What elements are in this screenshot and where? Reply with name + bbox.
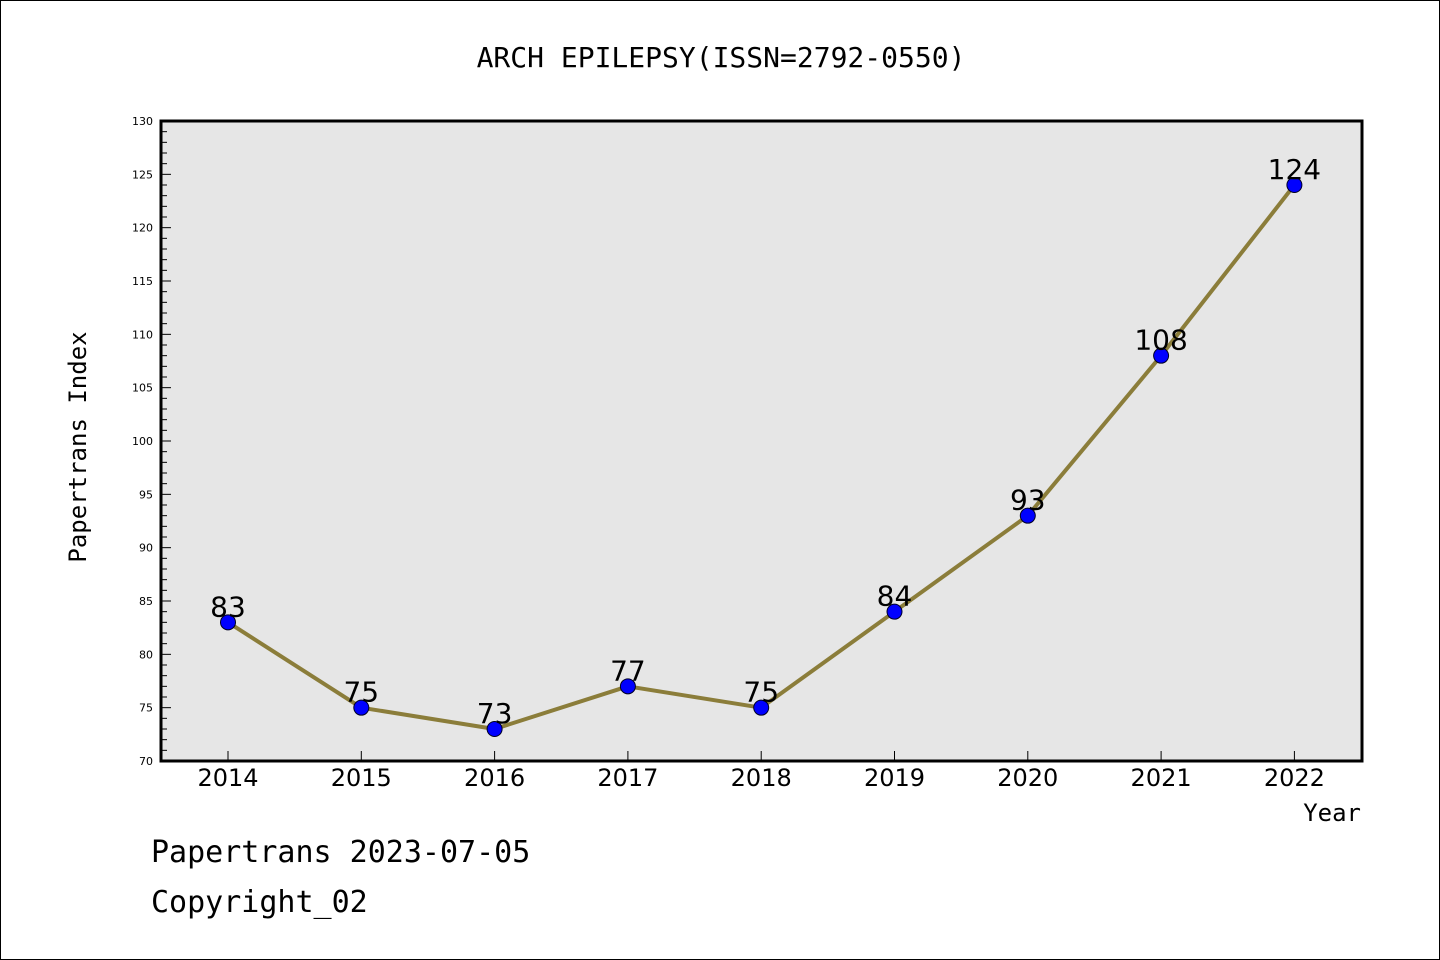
y-tick-label: 90 [139,542,153,555]
y-axis-ticks: 70 75 80 85 90 95 100 105 110 115 120 125 130 [132,115,171,768]
y-tick-label: 85 [139,595,153,608]
y-tick-label: 125 [132,168,153,181]
plot-area [159,119,1364,763]
y-tick-label: 110 [132,328,153,341]
data-label: 75 [343,676,379,709]
data-point [619,678,636,695]
series-group: 83 75 73 77 75 84 93 108 124 [210,153,1321,737]
data-label: 75 [743,676,779,709]
y-tick-label: 95 [139,488,153,501]
x-tick-label: 2017 [597,764,658,792]
y-tick-label: 115 [132,275,153,288]
data-point [353,699,370,716]
x-tick-label: 2019 [864,764,925,792]
x-tick-label: 2016 [464,764,525,792]
chart-title: ARCH EPILEPSY(ISSN=2792-0550) [477,41,966,74]
y-axis-label: Papertrans Index [64,331,92,562]
x-axis-ticks: 2014 2015 2016 2017 2018 2019 2020 2021 2022 [197,751,1325,792]
data-label: 73 [477,697,513,730]
x-tick-label: 2014 [197,764,258,792]
y-tick-label: 70 [139,755,153,768]
y-tick-label: 75 [139,702,153,715]
data-point [220,614,236,631]
data-label: 93 [1010,484,1046,517]
footer-copyright-text: Copyright_02 [151,885,368,920]
data-label: 108 [1134,324,1187,357]
data-point [486,721,503,737]
data-point [1019,507,1036,524]
data-point [1286,177,1303,193]
x-tick-label: 2020 [997,764,1058,792]
data-label: 124 [1268,153,1321,186]
data-label: 84 [877,580,913,613]
x-tick-label: 2018 [731,764,792,792]
y-tick-label: 100 [132,435,153,448]
x-axis-label: Year [1303,799,1361,827]
x-tick-label: 2021 [1131,764,1192,792]
footer-date-text: Papertrans 2023-07-05 [151,835,531,870]
data-label: 83 [210,590,246,623]
y-tick-label: 105 [132,382,153,395]
data-point [886,603,903,620]
x-tick-label: 2022 [1264,764,1325,792]
data-point [1153,347,1170,364]
data-point [753,699,770,716]
y-tick-label: 80 [139,648,153,661]
y-tick-label: 120 [132,222,153,235]
y-tick-label: 130 [132,115,153,128]
x-tick-label: 2015 [331,764,392,792]
data-label: 77 [610,654,646,687]
